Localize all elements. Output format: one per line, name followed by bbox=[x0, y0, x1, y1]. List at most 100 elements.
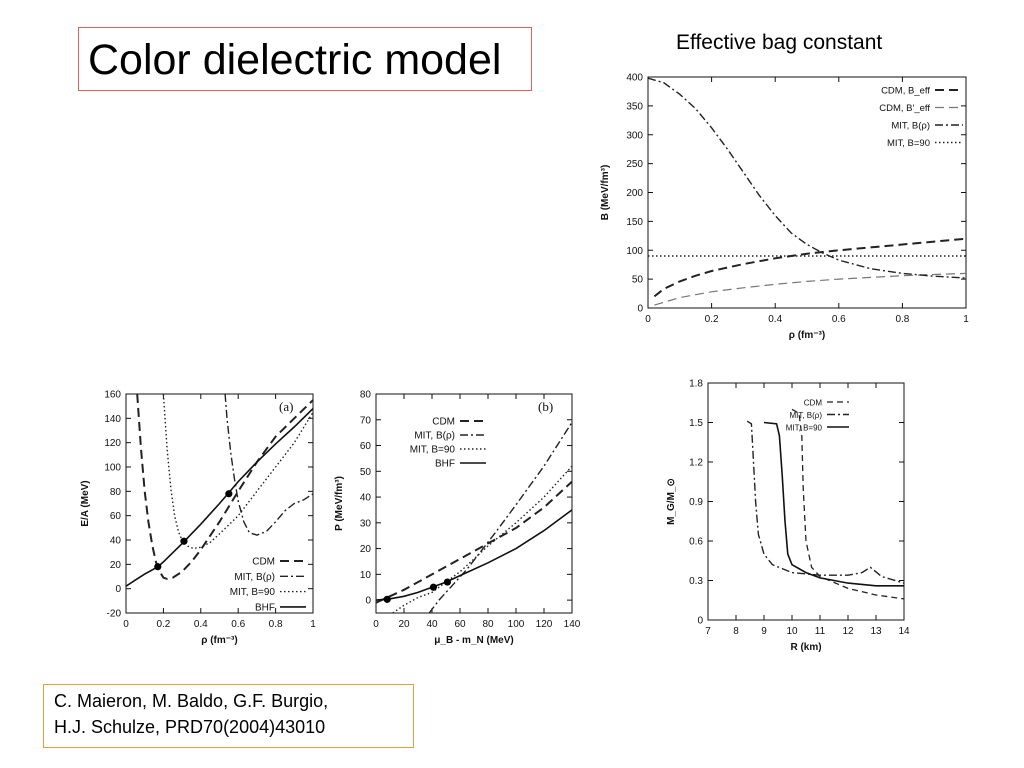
y-tick-label-a: 0 bbox=[115, 584, 121, 595]
y-tick-label-B: 350 bbox=[626, 101, 643, 112]
series-line-b-mit-b bbox=[428, 421, 572, 613]
y-tick-label-MR: 0.9 bbox=[689, 497, 703, 508]
x-tick-label-B: 0.4 bbox=[768, 314, 782, 325]
data-marker-a bbox=[180, 537, 188, 545]
legend-label-a-bhf: BHF bbox=[255, 602, 275, 613]
data-marker-b bbox=[443, 578, 451, 586]
y-tick-label-a: -20 bbox=[107, 609, 122, 620]
x-axis-label-a: ρ (fm⁻³) bbox=[201, 635, 237, 646]
y-tick-label-b: 20 bbox=[360, 544, 372, 555]
y-tick-label-MR: 1.2 bbox=[689, 458, 703, 469]
x-tick-label-MR: 9 bbox=[761, 626, 767, 637]
y-tick-label-b: 40 bbox=[360, 493, 372, 504]
y-tick-label-b: 80 bbox=[360, 390, 372, 401]
x-tick-label-b: 60 bbox=[454, 619, 466, 630]
x-tick-label-B: 0 bbox=[645, 314, 651, 325]
legend-label-B-cdm-b-eff: CDM, B_eff bbox=[881, 86, 930, 97]
citation-line-1: C. Maieron, M. Baldo, G.F. Burgio, bbox=[54, 691, 329, 711]
series-line-B-mit-b bbox=[648, 77, 966, 279]
legend-label-B-cdm-b-eff: CDM, B'_eff bbox=[879, 103, 930, 114]
y-tick-label-b: 10 bbox=[360, 570, 372, 581]
x-tick-label-B: 0.8 bbox=[895, 314, 909, 325]
y-tick-label-a: 80 bbox=[110, 487, 122, 498]
y-tick-label-a: 100 bbox=[104, 463, 121, 474]
citation-box: C. Maieron, M. Baldo, G.F. Burgio, H.J. … bbox=[43, 684, 414, 748]
legend-label-B-mit-b-90: MIT, B=90 bbox=[887, 138, 930, 149]
y-tick-label-B: 50 bbox=[632, 275, 644, 286]
legend-label-b-mit-b-90: MIT, B=90 bbox=[410, 445, 456, 456]
y-tick-label-B: 300 bbox=[626, 130, 643, 141]
figure-caption: Effective bag constant bbox=[676, 31, 883, 54]
series-line-a-mit-b bbox=[224, 394, 313, 536]
y-axis-label-MR: M_G/M_⊙ bbox=[666, 478, 677, 525]
x-tick-label-b: 20 bbox=[398, 619, 410, 630]
legend-label-b-cdm: CDM bbox=[432, 417, 455, 428]
slide-title-box: Color dielectric model bbox=[78, 27, 532, 91]
x-tick-label-b: 0 bbox=[373, 619, 379, 630]
x-tick-label-B: 1 bbox=[963, 314, 969, 325]
slide-title: Color dielectric model bbox=[88, 36, 502, 84]
y-tick-label-b: 0 bbox=[365, 596, 371, 607]
x-tick-label-MR: 12 bbox=[842, 626, 854, 637]
x-tick-label-MR: 8 bbox=[733, 626, 739, 637]
x-tick-label-b: 100 bbox=[508, 619, 525, 630]
series-line-B-cdm-b-eff bbox=[653, 237, 966, 298]
data-marker-b bbox=[383, 595, 391, 603]
y-tick-label-B: 150 bbox=[626, 217, 643, 228]
y-tick-label-MR: 0 bbox=[697, 616, 703, 627]
x-tick-label-b: 80 bbox=[482, 619, 494, 630]
series-line-a-mit-b-90 bbox=[162, 394, 313, 550]
y-tick-label-b: 70 bbox=[360, 415, 372, 426]
plot-frame-a bbox=[125, 393, 314, 614]
x-tick-label-a: 1 bbox=[310, 619, 316, 630]
x-tick-label-B: 0.2 bbox=[705, 314, 719, 325]
y-tick-label-a: 20 bbox=[110, 560, 122, 571]
data-marker-a bbox=[225, 490, 233, 498]
series-line-b-mit-b-90 bbox=[392, 465, 572, 613]
y-tick-label-b: 50 bbox=[360, 467, 372, 478]
series-line-MR-mit-b-90 bbox=[763, 421, 904, 587]
y-tick-label-MR: 0.6 bbox=[689, 537, 703, 548]
x-tick-label-MR: 7 bbox=[705, 626, 711, 637]
y-tick-label-a: 120 bbox=[104, 438, 121, 449]
x-tick-label-MR: 14 bbox=[898, 626, 910, 637]
x-axis-label-b: μ_B - m_N (MeV) bbox=[434, 635, 513, 646]
legend-label-a-mit-b-90: MIT, B=90 bbox=[230, 587, 276, 598]
data-marker-a bbox=[154, 563, 162, 571]
y-tick-label-B: 200 bbox=[626, 188, 643, 199]
x-tick-label-a: 0.6 bbox=[231, 619, 245, 630]
series-line-MR-mit-b bbox=[746, 420, 904, 584]
y-tick-label-b: 30 bbox=[360, 518, 372, 529]
x-tick-label-MR: 11 bbox=[815, 626, 826, 637]
x-tick-label-MR: 10 bbox=[786, 626, 798, 637]
y-axis-label-b: P (MeV/fm³) bbox=[334, 476, 345, 531]
series-line-MR-cdm bbox=[791, 408, 904, 600]
legend-label-MR-mit-b: MIT, B(ρ) bbox=[789, 411, 822, 420]
y-tick-label-MR: 0.3 bbox=[689, 576, 703, 587]
x-tick-label-MR: 13 bbox=[870, 626, 882, 637]
legend-label-B-mit-b: MIT, B(ρ) bbox=[891, 121, 930, 132]
y-tick-label-a: 140 bbox=[104, 414, 121, 425]
series-line-b-cdm bbox=[376, 480, 572, 604]
y-tick-label-MR: 1.8 bbox=[689, 379, 703, 390]
legend-label-a-cdm: CDM bbox=[252, 557, 275, 568]
y-tick-label-b: 60 bbox=[360, 441, 372, 452]
x-axis-label-MR: R (km) bbox=[790, 642, 821, 653]
y-tick-label-B: 250 bbox=[626, 159, 643, 170]
x-tick-label-b: 140 bbox=[564, 619, 581, 630]
x-axis-label-B: ρ (fm⁻³) bbox=[789, 330, 825, 341]
legend-label-MR-mit-b-90: MIT, B=90 bbox=[786, 424, 823, 433]
y-tick-label-a: 60 bbox=[110, 511, 122, 522]
y-axis-label-a: E/A (MeV) bbox=[80, 480, 91, 526]
data-marker-b bbox=[429, 583, 437, 591]
y-tick-label-a: 160 bbox=[104, 390, 121, 401]
y-axis-label-B: B (MeV/fm³) bbox=[600, 165, 611, 221]
y-tick-label-a: 40 bbox=[110, 536, 122, 547]
x-tick-label-B: 0.6 bbox=[832, 314, 846, 325]
y-tick-label-MR: 1.5 bbox=[689, 418, 703, 429]
panel-label-a: (a) bbox=[279, 399, 293, 414]
legend-label-b-mit-b: MIT, B(ρ) bbox=[414, 431, 455, 442]
